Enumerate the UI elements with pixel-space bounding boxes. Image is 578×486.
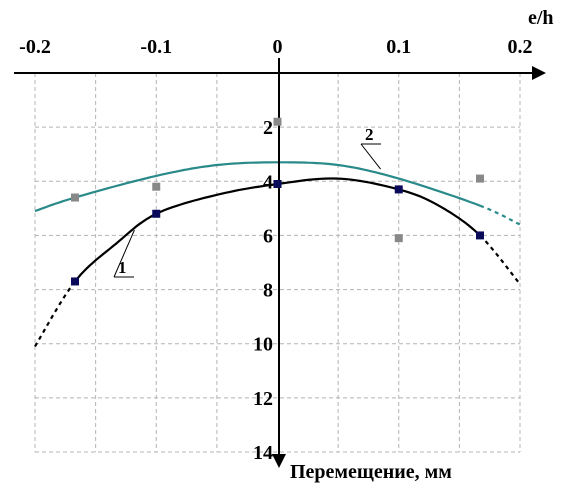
markers	[71, 117, 484, 286]
series-1-point	[394, 185, 403, 194]
series-1-point	[152, 209, 161, 218]
series-2-extrapolation	[479, 204, 521, 226]
series-1-leader-line	[113, 229, 135, 278]
x-tick-label: 0.1	[386, 36, 411, 58]
series-2-point	[475, 174, 484, 183]
y-tick-label: 12	[253, 388, 273, 410]
series-2-point	[273, 117, 282, 126]
grid	[34, 73, 521, 453]
y-axis-arrowhead	[272, 454, 286, 468]
series-2-point	[152, 182, 161, 191]
x-tick-label: -0.2	[19, 36, 51, 58]
series-2-point	[394, 234, 403, 243]
x-tick-label: 0.2	[508, 36, 533, 58]
curve-labels: 12	[113, 125, 381, 278]
series-1-point	[475, 231, 484, 240]
x-axis-label: e/h	[528, 7, 554, 29]
y-tick-label: 4	[263, 171, 273, 193]
y-tick-label: 8	[263, 280, 273, 302]
y-tick-label: 2	[263, 117, 273, 139]
x-tick-label: -0.1	[140, 36, 172, 58]
series-2-label: 2	[365, 125, 374, 144]
series-1-point	[71, 277, 80, 286]
y-tick-label: 6	[263, 225, 273, 247]
series-2-line	[34, 161, 481, 213]
series-1-extrapolation	[34, 280, 76, 347]
series-1-extrapolation	[479, 234, 521, 285]
series-1-point	[273, 179, 282, 188]
y-tick-label: 10	[253, 334, 273, 356]
series-1-line	[74, 177, 481, 283]
curves	[34, 161, 521, 347]
series-2-leader-line	[360, 143, 381, 170]
y-axis-label: Перемещение, мм	[290, 461, 452, 483]
y-tick-label: 14	[253, 442, 273, 464]
series-2-point	[71, 193, 80, 202]
x-axis-arrowhead	[532, 66, 546, 80]
series-1-label: 1	[118, 258, 127, 277]
x-tick-label: 0	[273, 36, 283, 58]
